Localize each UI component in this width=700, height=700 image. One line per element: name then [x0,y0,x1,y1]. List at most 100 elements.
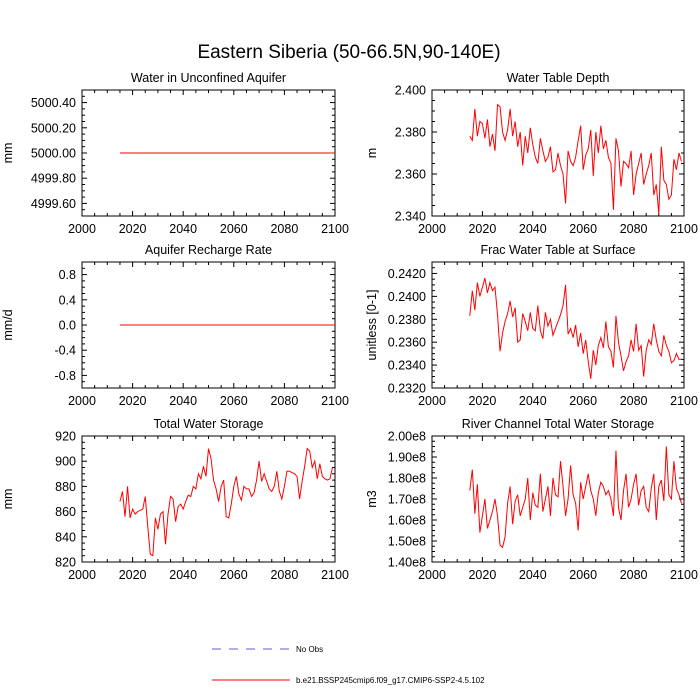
y-tick-label-water-in-unconfined-aquifer: 5000.40 [31,96,76,110]
x-tick-label-water-table-depth: 2100 [670,222,698,236]
x-tick-label-aquifer-recharge-rate: 2040 [169,394,197,408]
x-tick-label-frac-water-table: 2020 [468,394,496,408]
x-tick-label-aquifer-recharge-rate: 2060 [220,394,248,408]
x-tick-label-total-water-storage: 2060 [220,568,248,582]
x-tick-label-total-water-storage: 2020 [119,568,147,582]
y-tick-label-river-channel-storage: 1.60e8 [388,514,426,528]
panel-water-table-depth: Water Table Depth 2000 2020 2040 2060 2080 210… [365,71,698,236]
y-tick-label-river-channel-storage: 1.80e8 [388,472,426,486]
y-tick-label-river-channel-storage: 2.00e8 [388,430,426,444]
y-tick-label-total-water-storage: 900 [55,455,76,469]
x-tick-label-water-in-unconfined-aquifer: 2000 [68,222,96,236]
x-tick-label-water-table-depth: 2020 [468,222,496,236]
panel-title-water-table-depth: Water Table Depth [507,71,610,85]
y-axis-label-water-table-depth: m [365,148,379,158]
x-tick-label-total-water-storage: 2080 [270,568,298,582]
y-tick-label-water-table-depth: 2.360 [395,168,426,182]
plot-frame-total-water-storage [81,435,336,563]
y-tick-label-river-channel-storage: 1.50e8 [388,535,426,549]
y-tick-label-frac-water-table: 0.2380 [388,313,426,327]
panel-water-in-unconfined-aquifer: Water in Unconfined Aquifer 2000 2020 2040 2… [1,71,349,236]
y-tick-label-aquifer-recharge-rate: -0.4 [54,344,76,358]
x-tick-label-water-in-unconfined-aquifer: 2040 [169,222,197,236]
x-tick-label-frac-water-table: 2080 [620,394,648,408]
y-tick-label-river-channel-storage: 1.70e8 [388,493,426,507]
panel-title-frac-water-table: Frac Water Table at Surface [481,243,636,257]
y-tick-label-total-water-storage: 920 [55,430,76,444]
panel-title-water-in-unconfined-aquifer: Water in Unconfined Aquifer [131,71,286,85]
panel-grid: Water in Unconfined Aquifer 2000 2020 2040 2… [1,71,698,582]
plot-frame-river-channel-storage [431,435,685,563]
y-tick-label-aquifer-recharge-rate: 0.8 [59,268,76,282]
y-tick-label-total-water-storage: 880 [55,480,76,494]
y-tick-label-aquifer-recharge-rate: -0.8 [54,369,76,383]
x-tick-label-river-channel-storage: 2080 [620,568,648,582]
panel-title-river-channel-storage: River Channel Total Water Storage [462,417,655,431]
legend: No Obs b.e21.BSSP245cmip6.f09_g17.CMIP6-… [212,645,485,685]
panel-title-total-water-storage: Total Water Storage [153,417,263,431]
x-tick-label-aquifer-recharge-rate: 2020 [119,394,147,408]
series-line-total-water-storage [119,447,333,557]
x-tick-label-water-in-unconfined-aquifer: 2100 [321,222,349,236]
y-tick-label-frac-water-table: 0.2340 [388,359,426,373]
series-line-river-channel-storage [469,446,682,549]
y-tick-label-water-in-unconfined-aquifer: 4999.60 [31,197,76,211]
y-tick-label-frac-water-table: 0.2320 [388,382,426,396]
x-tick-label-water-in-unconfined-aquifer: 2080 [270,222,298,236]
x-tick-label-total-water-storage: 2000 [68,568,96,582]
y-tick-label-river-channel-storage: 1.40e8 [388,556,426,570]
y-axis-label-water-in-unconfined-aquifer: mm [1,143,15,164]
legend-label-model: b.e21.BSSP245cmip6.f09_g17.CMIP6-SSP2-4.… [296,676,485,685]
panel-river-channel-storage: River Channel Total Water Storage 2000 202… [365,417,698,582]
y-tick-label-water-table-depth: 2.400 [395,84,426,98]
x-tick-label-water-table-depth: 2060 [569,222,597,236]
figure-title: Eastern Siberia (50-66.5N,90-140E) [197,42,500,63]
x-tick-label-total-water-storage: 2100 [321,568,349,582]
panel-total-water-storage: Total Water Storage 2000 2020 2040 2060 2080 2… [1,417,349,582]
y-axis-label-total-water-storage: mm [1,489,15,510]
x-tick-label-total-water-storage: 2040 [169,568,197,582]
x-tick-label-river-channel-storage: 2000 [418,568,446,582]
series-line-frac-water-table [469,277,682,379]
y-tick-label-total-water-storage: 820 [55,556,76,570]
panel-frac-water-table: Frac Water Table at Surface 2000 2020 2040 2… [365,243,698,408]
y-tick-label-water-table-depth: 2.380 [395,126,426,140]
x-tick-label-river-channel-storage: 2040 [519,568,547,582]
y-tick-label-frac-water-table: 0.2360 [388,336,426,350]
legend-label-no-obs: No Obs [296,645,323,654]
y-tick-label-aquifer-recharge-rate: 0.0 [59,319,76,333]
x-tick-label-river-channel-storage: 2020 [468,568,496,582]
y-tick-label-river-channel-storage: 1.90e8 [388,451,426,465]
x-tick-label-water-table-depth: 2000 [418,222,446,236]
panel-title-aquifer-recharge-rate: Aquifer Recharge Rate [145,243,272,257]
y-tick-label-total-water-storage: 860 [55,505,76,519]
y-axis-label-frac-water-table: unitless [0-1] [365,290,379,361]
x-tick-label-aquifer-recharge-rate: 2000 [68,394,96,408]
x-tick-label-river-channel-storage: 2100 [670,568,698,582]
plot-frame-frac-water-table [431,261,685,389]
y-tick-label-water-in-unconfined-aquifer: 4999.80 [31,172,76,186]
y-tick-label-water-table-depth: 2.340 [395,210,426,224]
y-axis-label-river-channel-storage: m3 [365,490,379,507]
x-tick-label-frac-water-table: 2060 [569,394,597,408]
x-tick-label-aquifer-recharge-rate: 2080 [270,394,298,408]
y-tick-label-frac-water-table: 0.2420 [388,267,426,281]
y-tick-label-total-water-storage: 840 [55,530,76,544]
x-tick-label-frac-water-table: 2040 [519,394,547,408]
x-tick-label-river-channel-storage: 2060 [569,568,597,582]
y-tick-label-frac-water-table: 0.2400 [388,290,426,304]
y-tick-label-aquifer-recharge-rate: 0.4 [59,293,76,307]
x-tick-label-frac-water-table: 2100 [670,394,698,408]
x-tick-label-water-table-depth: 2080 [620,222,648,236]
x-tick-label-frac-water-table: 2000 [418,394,446,408]
x-tick-label-water-in-unconfined-aquifer: 2020 [119,222,147,236]
y-tick-label-water-in-unconfined-aquifer: 5000.20 [31,121,76,135]
x-tick-label-aquifer-recharge-rate: 2100 [321,394,349,408]
series-line-water-table-depth [469,103,682,214]
x-tick-label-water-table-depth: 2040 [519,222,547,236]
y-axis-label-aquifer-recharge-rate: mm/d [1,309,15,340]
x-tick-label-water-in-unconfined-aquifer: 2060 [220,222,248,236]
panel-aquifer-recharge-rate: Aquifer Recharge Rate 2000 2020 2040 2060 208… [1,243,349,408]
y-tick-label-water-in-unconfined-aquifer: 5000.00 [31,147,76,161]
